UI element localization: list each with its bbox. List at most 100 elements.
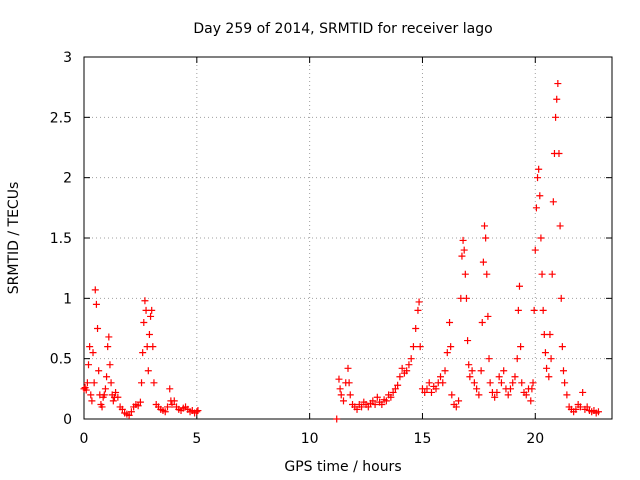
data-point bbox=[458, 252, 466, 260]
data-point bbox=[459, 236, 467, 244]
data-point bbox=[555, 150, 563, 158]
data-point bbox=[394, 381, 402, 389]
data-point bbox=[100, 391, 108, 399]
data-point bbox=[339, 397, 347, 405]
data-point bbox=[579, 388, 587, 396]
data-point bbox=[448, 391, 456, 399]
data-point bbox=[149, 343, 157, 351]
data-point bbox=[83, 379, 91, 387]
data-point bbox=[170, 397, 178, 405]
data-point bbox=[378, 401, 386, 409]
data-point bbox=[109, 397, 117, 405]
data-point bbox=[536, 192, 544, 200]
data-point bbox=[554, 80, 562, 88]
data-point bbox=[443, 349, 451, 357]
data-point bbox=[497, 379, 505, 387]
data-point bbox=[88, 397, 96, 405]
data-point bbox=[358, 403, 366, 411]
data-point bbox=[539, 306, 547, 314]
data-point bbox=[107, 379, 115, 387]
data-point bbox=[405, 361, 413, 369]
data-point bbox=[335, 375, 343, 383]
data-point bbox=[446, 318, 454, 326]
data-point bbox=[118, 405, 126, 413]
data-point bbox=[437, 373, 445, 381]
data-point bbox=[421, 388, 429, 396]
data-point bbox=[82, 386, 90, 394]
data-point bbox=[353, 405, 361, 413]
data-point bbox=[461, 270, 469, 278]
data-point bbox=[144, 367, 152, 375]
data-point bbox=[532, 204, 540, 212]
y-tick-label: 3 bbox=[63, 50, 72, 66]
data-point bbox=[466, 373, 474, 381]
y-tick-label: 2 bbox=[63, 171, 72, 187]
y-tick-label: 2.5 bbox=[50, 110, 72, 126]
data-point bbox=[482, 234, 490, 242]
data-point bbox=[90, 379, 98, 387]
data-point bbox=[535, 165, 543, 173]
data-point bbox=[125, 411, 133, 419]
x-tick-label: 0 bbox=[80, 431, 89, 447]
data-point bbox=[336, 385, 344, 393]
data-point bbox=[369, 397, 377, 405]
data-point bbox=[491, 393, 499, 401]
data-point bbox=[557, 294, 565, 302]
data-point bbox=[563, 391, 571, 399]
data-point bbox=[148, 306, 156, 314]
data-point bbox=[89, 349, 97, 357]
data-point bbox=[98, 403, 106, 411]
data-point bbox=[452, 403, 460, 411]
data-point bbox=[470, 379, 478, 387]
data-point bbox=[518, 379, 526, 387]
data-point bbox=[478, 318, 486, 326]
data-point bbox=[409, 343, 417, 351]
data-point bbox=[91, 286, 99, 294]
data-point bbox=[534, 174, 542, 182]
data-point bbox=[455, 397, 463, 405]
y-tick-label: 1.5 bbox=[50, 231, 72, 247]
data-point bbox=[373, 393, 381, 401]
x-tick-label: 10 bbox=[301, 431, 319, 447]
axis-ticks: 0 5 10 15 20 0 0.5 1 1.5 2 2.5 3 bbox=[50, 50, 612, 447]
data-point bbox=[504, 391, 512, 399]
data-point bbox=[427, 388, 435, 396]
data-point bbox=[485, 355, 493, 363]
data-point bbox=[432, 385, 440, 393]
data-point bbox=[389, 388, 397, 396]
data-point bbox=[112, 388, 120, 396]
data-point bbox=[106, 361, 114, 369]
data-point bbox=[545, 373, 553, 381]
data-point bbox=[337, 391, 345, 399]
y-axis-label: SRMTID / TECUs bbox=[6, 182, 22, 295]
data-point bbox=[484, 312, 492, 320]
data-point bbox=[483, 270, 491, 278]
data-point bbox=[382, 397, 390, 405]
data-point bbox=[468, 367, 476, 375]
data-point bbox=[396, 373, 404, 381]
data-point bbox=[141, 297, 149, 305]
grid bbox=[84, 57, 612, 419]
data-point bbox=[139, 349, 147, 357]
data-point bbox=[136, 398, 144, 406]
data-point bbox=[403, 367, 411, 375]
data-point bbox=[559, 367, 567, 375]
data-point bbox=[477, 367, 485, 375]
data-point bbox=[506, 385, 514, 393]
data-point bbox=[371, 401, 379, 409]
data-point bbox=[473, 385, 481, 393]
data-point bbox=[423, 385, 431, 393]
data-point bbox=[101, 385, 109, 393]
data-point bbox=[140, 318, 148, 326]
data-point bbox=[86, 343, 94, 351]
data-point bbox=[527, 397, 535, 405]
data-point bbox=[530, 306, 538, 314]
data-point bbox=[387, 393, 395, 401]
data-point bbox=[553, 95, 561, 103]
y-tick-label: 0 bbox=[63, 412, 72, 428]
data-point bbox=[414, 306, 422, 314]
data-point bbox=[439, 379, 447, 387]
data-point bbox=[509, 379, 517, 387]
data-point bbox=[161, 408, 169, 416]
x-tick-label: 15 bbox=[414, 431, 432, 447]
